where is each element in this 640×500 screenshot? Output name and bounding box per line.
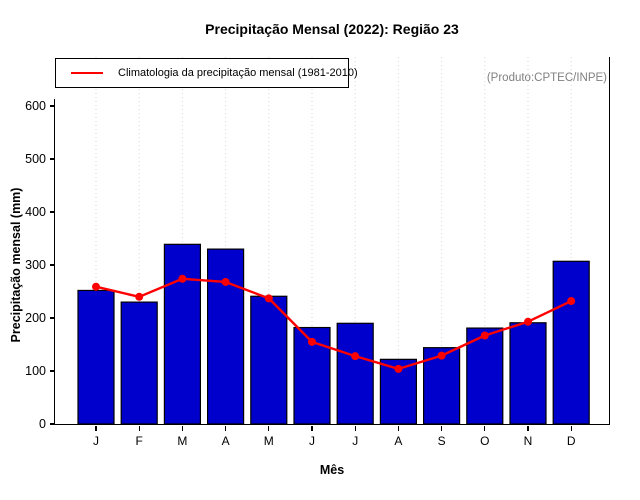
bar-2-M [163, 243, 202, 425]
plot-canvas [77, 57, 590, 425]
x-tick-label-2-M: M [177, 434, 188, 448]
x-tick-10-N [527, 425, 529, 431]
climatology-point-5-J [308, 337, 316, 346]
x-tick-label-11-D: D [566, 434, 576, 448]
climatology-point-10-N [524, 317, 532, 326]
climatology-point-4-M [264, 294, 273, 303]
climatology-point-1-F [135, 292, 144, 301]
x-tick-2-M [181, 425, 183, 431]
x-tick-label-6-J: J [352, 434, 359, 448]
y-tick-label-100: 100 [25, 364, 46, 378]
x-tick-1-F [138, 425, 140, 431]
chart-title: Precipitação Mensal (2022): Região 23 [205, 21, 459, 37]
climatology-point-3-A [221, 277, 230, 286]
y-tick-label-200: 200 [25, 311, 46, 325]
x-tick-5-J [311, 425, 313, 431]
legend-line-swatch [71, 71, 103, 75]
x-tick-11-D [570, 425, 572, 431]
y-axis-line [54, 99, 56, 425]
x-tick-3-A [225, 425, 227, 431]
legend-box: Climatologia da precipitação mensal (198… [55, 58, 358, 88]
y-tick-100 [50, 370, 55, 372]
x-tick-4-M [268, 425, 270, 431]
climatology-point-11-D [567, 297, 576, 306]
y-tick-label-500: 500 [25, 152, 46, 166]
climatology-point-0-J [92, 282, 100, 291]
y-tick-label-0: 0 [39, 417, 46, 431]
x-tick-label-1-F: F [135, 434, 143, 448]
bar-3-A [207, 248, 245, 425]
y-tick-label-600: 600 [25, 99, 46, 113]
climatology-point-7-A [394, 364, 403, 373]
y-tick-600 [50, 105, 55, 107]
climatology-point-9-O [480, 331, 489, 340]
x-tick-label-8-S: S [437, 434, 446, 448]
plot-right-border [609, 57, 611, 425]
bar-10-N [509, 322, 547, 425]
y-tick-label-300: 300 [25, 258, 46, 272]
x-tick-6-J [354, 425, 356, 431]
x-tick-7-A [397, 425, 399, 431]
x-tick-label-7-A: A [394, 434, 403, 448]
x-tick-label-0-J: J [93, 434, 99, 448]
y-tick-label-400: 400 [25, 205, 46, 219]
climatology-point-8-S [437, 351, 446, 360]
climatology-point-2-M [178, 274, 187, 283]
producer-annotation: (Produto:CPTEC/INPE) [486, 72, 607, 84]
y-tick-300 [50, 264, 55, 266]
x-tick-0-J [95, 425, 97, 431]
y-axis-title: Precipitação mensal (mm) [9, 187, 23, 343]
x-tick-8-S [441, 425, 443, 431]
x-tick-label-9-O: O [480, 434, 490, 448]
bar-9-O [466, 327, 504, 425]
x-tick-label-10-N: N [523, 434, 533, 448]
plot-area [55, 57, 609, 425]
y-tick-500 [50, 158, 55, 160]
bar-0-J [77, 289, 115, 425]
y-tick-0 [50, 423, 55, 425]
y-tick-200 [50, 317, 55, 319]
x-tick-label-3-A: A [221, 434, 230, 448]
legend-label: Climatologia da precipitação mensal (198… [118, 67, 358, 79]
x-axis-title: Mês [319, 463, 345, 477]
x-tick-9-O [484, 425, 486, 431]
bar-4-M [250, 295, 288, 425]
x-tick-label-4-M: M [263, 434, 274, 448]
climatology-line [95, 277, 572, 371]
bar-1-F [120, 301, 158, 425]
bar-6-J [336, 322, 374, 425]
x-axis-line [54, 424, 610, 426]
climatology-point-6-J [351, 352, 360, 361]
y-tick-400 [50, 211, 55, 213]
x-tick-label-5-J: J [309, 434, 315, 448]
bar-11-D [552, 260, 590, 425]
